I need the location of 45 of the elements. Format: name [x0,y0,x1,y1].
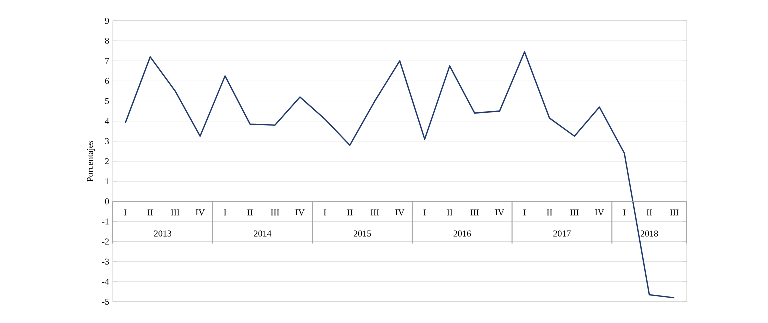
x-tick-label: II [148,210,154,216]
x-tick-label: I [623,210,626,216]
x-tick-label: I [224,210,226,216]
y-tick-label: 6 [105,78,110,84]
x-tick-label: I [424,210,426,216]
y-tick-label: -5 [102,298,110,305]
y-tick-label: -4 [102,278,110,285]
x-tick-label: III [570,210,579,216]
annotation: 2014 [254,230,272,237]
x-tick-label: IV [396,210,405,216]
annotation: 2016 [454,230,472,237]
y-tick-label: 3 [105,138,110,144]
y-tick-label: 9 [105,18,110,24]
x-tick-label: IV [196,210,206,216]
annotation: 2018 [640,230,658,237]
y-tick-label: 5 [105,98,110,104]
x-tick-label: II [248,210,253,216]
x-tick-label: III [370,210,380,216]
x-tick-label: III [470,210,480,216]
x-tick-label: III [271,210,280,216]
y-tick-label: 4 [105,118,110,124]
x-tick-label: IV [495,210,504,216]
x-tick-label: II [646,210,652,216]
y-axis-title: Porcentajes [87,141,96,182]
y-tick-label: -1 [102,218,109,225]
annotation: 2017 [554,230,571,237]
x-tick-label: I [124,210,127,216]
y-tick-label: 0 [105,198,110,205]
x-tick-label: II [547,210,552,216]
annotation: 2013 [154,230,172,237]
y-tick-label: -2 [102,238,109,245]
y-tick-label: 8 [105,38,110,44]
x-tick-label: III [171,210,180,216]
annotation: 2015 [354,230,372,237]
y-tick-label: -3 [102,258,110,265]
x-tick-label: IV [595,210,604,216]
y-tick-label: 2 [105,158,109,164]
x-tick-label: III [670,210,679,216]
x-tick-label: II [347,210,353,216]
x-tick-label: I [324,210,326,216]
x-tick-label: I [524,210,526,216]
x-tick-label: II [447,210,453,216]
x-tick-label: IV [296,210,305,216]
y-tick-label: 1 [106,178,109,185]
y-tick-label: 7 [106,58,110,64]
